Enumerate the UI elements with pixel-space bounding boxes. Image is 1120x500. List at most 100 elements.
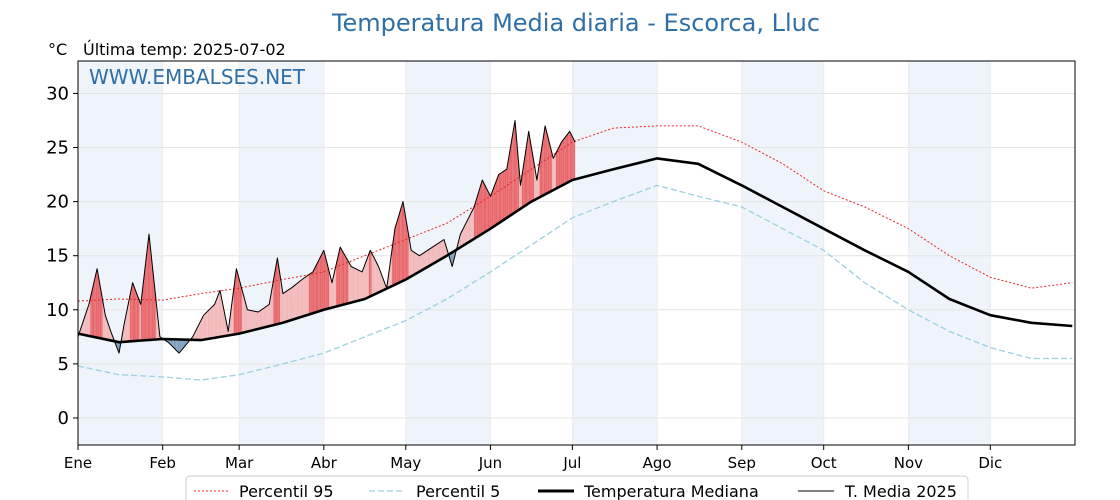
anomaly-fill-above xyxy=(468,215,470,243)
anomaly-fill-above xyxy=(127,302,129,342)
anomaly-fill-above xyxy=(138,297,140,341)
anomaly-fill-above xyxy=(139,300,141,341)
anomaly-fill-above xyxy=(307,274,309,315)
anomaly-fill-above xyxy=(467,217,469,244)
y-tick-label: 15 xyxy=(46,246,69,267)
anomaly-fill-above xyxy=(271,281,274,326)
anomaly-fill-above xyxy=(281,284,283,324)
anomaly-fill-above xyxy=(273,273,275,326)
legend-label-p95: Percentil 95 xyxy=(239,482,334,500)
y-tick-label: 25 xyxy=(46,138,69,159)
anomaly-fill-below xyxy=(176,339,178,352)
legend-label-median: Temperatura Mediana xyxy=(583,482,759,500)
anomaly-fill-above xyxy=(465,220,468,244)
anomaly-fill-above xyxy=(341,249,343,306)
anomaly-fill-above xyxy=(524,149,526,207)
anomaly-fill-above xyxy=(244,299,246,333)
anomaly-fill-above xyxy=(278,266,281,324)
anomaly-fill-above xyxy=(97,268,99,338)
anomaly-fill-above xyxy=(480,179,483,235)
anomaly-fill-above xyxy=(352,267,354,303)
legend-label-p5: Percentil 5 xyxy=(416,482,500,500)
anomaly-fill-above xyxy=(411,250,413,277)
anomaly-fill-above xyxy=(349,264,352,303)
x-axis-ticks: Ene Feb Mar Abr May Jun Jul Ago Sep Oct Nov Dic xyxy=(64,445,1002,472)
anomaly-fill-above xyxy=(378,266,380,293)
anomaly-fill-below xyxy=(183,339,185,349)
anomaly-fill-above xyxy=(332,276,334,308)
anomaly-fill-above xyxy=(554,152,557,190)
y-tick-label: 30 xyxy=(46,83,69,104)
anomaly-fill-above xyxy=(291,287,293,321)
anomaly-fill-above xyxy=(239,278,241,334)
anomaly-fill-above xyxy=(508,152,510,217)
anomaly-fill-above xyxy=(566,133,569,183)
anomaly-fill-above xyxy=(532,155,535,201)
anomaly-fill-above xyxy=(396,219,398,285)
anomaly-fill-above xyxy=(267,304,270,327)
anomaly-fill-above xyxy=(549,142,551,193)
anomaly-fill-above xyxy=(222,304,225,337)
anomaly-fill-above xyxy=(91,286,94,337)
anomaly-fill-above xyxy=(540,143,543,197)
anomaly-fill-above xyxy=(321,253,323,311)
anomaly-fill-above xyxy=(297,281,300,319)
x-tick-label: Feb xyxy=(149,454,176,472)
anomaly-fill-above xyxy=(311,271,313,314)
series-line-percentil-95 xyxy=(77,125,1073,302)
anomaly-fill-above xyxy=(438,242,440,261)
anomaly-fill-above xyxy=(474,202,476,239)
anomaly-fill-below xyxy=(172,339,174,348)
anomaly-fill-above xyxy=(370,250,372,297)
anomaly-fill-above xyxy=(428,248,431,267)
anomaly-fill-above xyxy=(525,140,528,206)
anomaly-fill-above xyxy=(437,243,439,262)
anomaly-fill-above xyxy=(498,173,501,224)
anomaly-fill-above xyxy=(400,206,402,283)
x-tick-label: Mar xyxy=(225,454,254,472)
y-tick-label: 0 xyxy=(58,408,69,429)
anomaly-fill-above xyxy=(445,243,447,257)
anomaly-fill-below xyxy=(452,251,454,267)
anomaly-fills xyxy=(78,120,576,354)
anomaly-fill-above xyxy=(362,268,364,300)
y-axis-ticks: 0 5 10 15 20 25 30 xyxy=(46,83,78,429)
anomaly-fill-above xyxy=(300,279,302,318)
anomaly-fill-above xyxy=(530,139,532,203)
anomaly-fill-above xyxy=(325,255,327,310)
anomaly-fill-above xyxy=(336,258,338,307)
anomaly-fill-above xyxy=(439,241,442,260)
anomaly-fill-above xyxy=(250,310,252,331)
anomaly-fill-below xyxy=(174,339,177,351)
anomaly-fill-above xyxy=(486,188,488,232)
anomaly-fill-above xyxy=(556,150,558,189)
anomaly-fill-above xyxy=(506,161,509,218)
anomaly-fill-above xyxy=(418,254,420,273)
anomaly-fill-below xyxy=(170,339,173,347)
anomaly-fill-above xyxy=(342,251,345,305)
anomaly-fill-below xyxy=(180,339,182,352)
anomaly-fill-above xyxy=(360,271,363,301)
anomaly-fill-above xyxy=(490,192,492,229)
anomaly-fill-above xyxy=(363,264,365,300)
anomaly-fill-above xyxy=(515,120,517,213)
y-tick-label: 5 xyxy=(58,354,69,375)
anomaly-fill-above xyxy=(323,250,326,310)
anomaly-fill-above xyxy=(296,282,298,319)
anomaly-fill-above xyxy=(133,286,136,342)
anomaly-fill-above xyxy=(483,182,485,233)
anomaly-fill-above xyxy=(308,273,311,315)
anomaly-fill-above xyxy=(348,261,350,304)
x-tick-label: Sep xyxy=(728,454,756,472)
anomaly-fill-above xyxy=(255,311,257,330)
anomaly-fill-above xyxy=(248,310,251,332)
anomaly-fill-above xyxy=(317,261,319,312)
anomaly-fill-above xyxy=(99,284,102,339)
anomaly-fill-above xyxy=(340,247,342,306)
anomaly-fill-above xyxy=(205,312,207,340)
anomaly-fill-above xyxy=(351,266,353,303)
anomaly-fill-above xyxy=(221,297,223,337)
anomaly-fill-above xyxy=(149,234,151,341)
anomaly-fill-above xyxy=(209,308,211,339)
anomaly-fill-above xyxy=(213,304,215,338)
